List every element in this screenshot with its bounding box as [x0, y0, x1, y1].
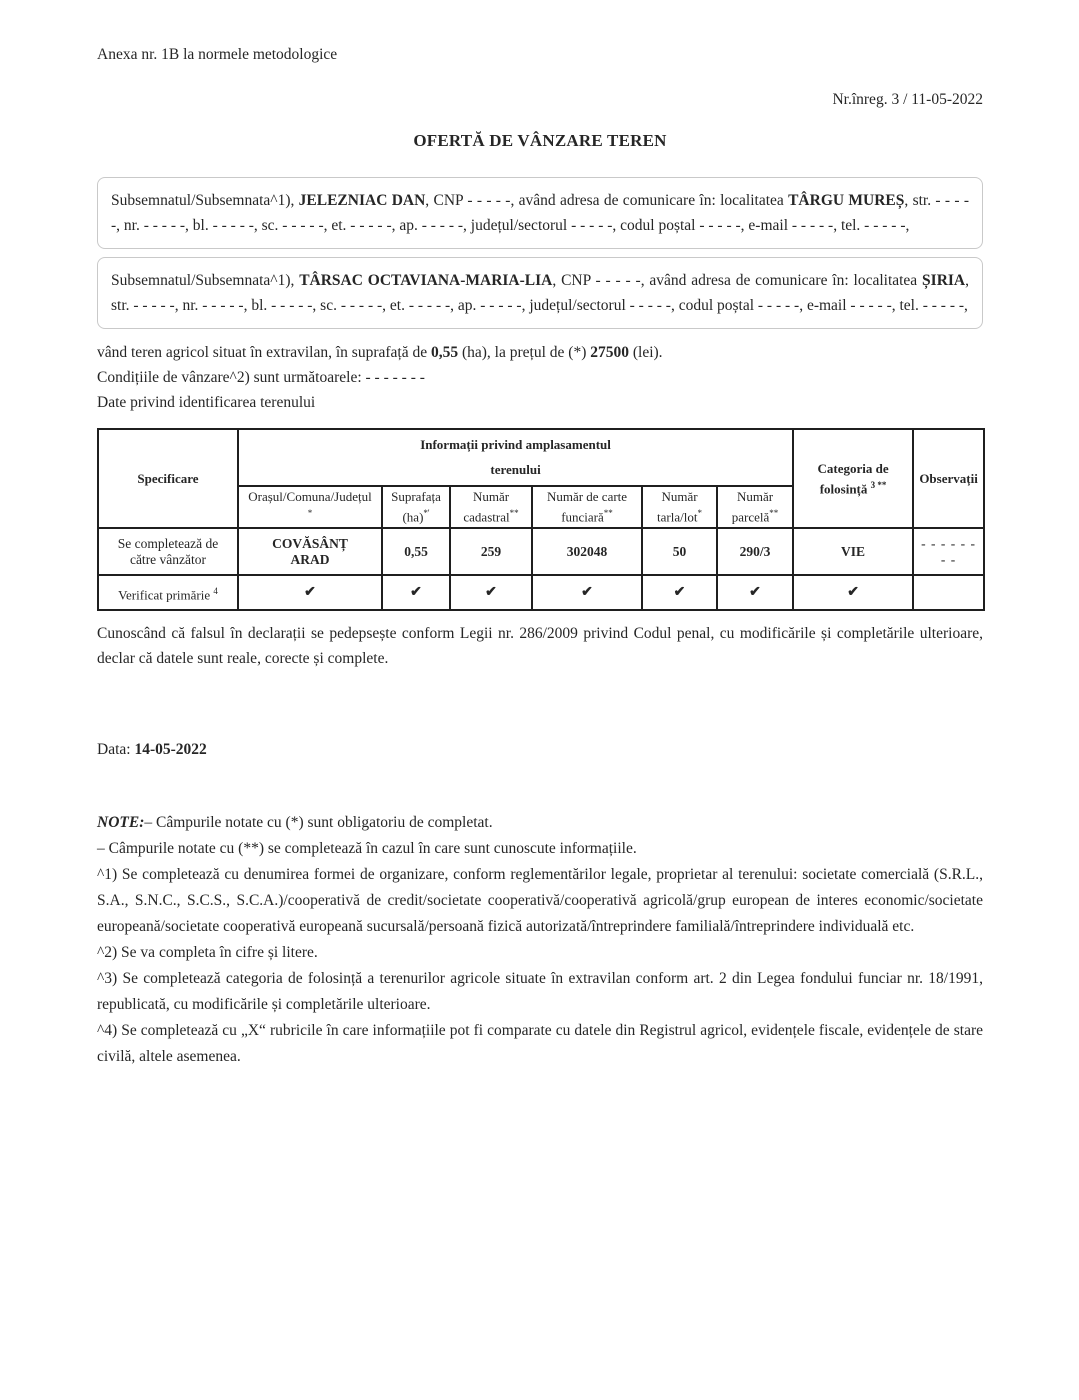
note-title: NOTE:	[97, 814, 145, 832]
sale-conditions: Condițiile de vânzare^2) sunt următoarel…	[97, 369, 425, 386]
col-header-parcela: Număr parcelă**	[715, 484, 795, 530]
col-header-oras-comuna-judet: Orașul/Comuna/Județul *	[237, 484, 383, 530]
checkmark-icon: ✔	[792, 574, 915, 612]
checkmark-icon: ✔	[531, 574, 643, 612]
land-identification-heading: Date privind identificarea terenului	[97, 394, 316, 411]
document-page: Anexa nr. 1B la normele metodologice Nr.…	[97, 46, 986, 1070]
annex-note: Anexa nr. 1B la normele metodologice	[97, 46, 338, 63]
verify-row: Verificat primărie 4 ✔ ✔ ✔ ✔ ✔ ✔ ✔	[97, 574, 986, 612]
cell-numar-cadastral: 259	[449, 527, 533, 577]
checkmark-icon: ✔	[381, 574, 451, 612]
cell-categoria: VIE	[792, 527, 915, 577]
col-header-tarla-lot: Număr tarla/lot*	[641, 484, 718, 530]
registration-number: Nr.înreg. 3 / 11-05-2022	[832, 91, 983, 108]
table-subheader-row: Orașul/Comuna/Județul * Suprafața (ha)*' N…	[98, 484, 984, 530]
table-header-row-group: Specificare Informații privind amplasame…	[97, 427, 986, 530]
col-header-suprafata: Suprafața (ha)*'	[381, 484, 451, 530]
col-header-amplasament-group: Informații privind amplasamentul terenul…	[236, 428, 795, 487]
note-2: ^2) Se va completa în cifre și litere.	[97, 944, 318, 962]
page-title: OFERTĂ DE VÂNZARE TEREN	[413, 131, 667, 150]
checkmark-icon: ✔	[715, 574, 795, 612]
checkmark-icon: ✔	[237, 574, 383, 612]
row-label-verificat-primarie: Verificat primărie 4	[97, 574, 239, 612]
date-line: Data: 14-05-2022	[97, 741, 207, 759]
seller2-box: Subsemnatul/Subsemnata^1), TÂRSAC OCTAVI…	[97, 257, 983, 329]
notes-section: NOTE:– Câmpurile notate cu (*) sunt obli…	[97, 810, 983, 1070]
group-title-line2: terenului	[490, 462, 541, 477]
cell-oras-comuna-judet: COVĂSÂNȚ ARAD	[237, 527, 383, 577]
col-header-specificare: Specificare	[97, 427, 239, 530]
checkmark-icon: ✔	[449, 574, 533, 612]
seller1-box: Subsemnatul/Subsemnata^1), JELEZNIAC DAN…	[97, 177, 983, 249]
col-header-numar-cadastral: Număr cadastral**	[449, 484, 533, 530]
cell-tarla-lot: 50	[641, 527, 718, 577]
sale-statement: vând teren agricol situat în extravilan,…	[97, 344, 663, 361]
note-3: ^3) Se completează categoria de folosinț…	[97, 970, 983, 1014]
land-identification-table: Specificare Informații privind amplasame…	[97, 427, 986, 612]
checkmark-icon: ✔	[641, 574, 718, 612]
seller-data-row: Se completează de către vânzător COVĂSÂN…	[97, 527, 986, 577]
cell-observatii-empty	[912, 574, 986, 612]
note-4: ^4) Se completează cu „X“ rubricile în c…	[97, 1022, 983, 1066]
col-header-carte-funciara: Număr de carte funciară**	[531, 484, 643, 530]
note-1: ^1) Se completează cu denumirea formei d…	[97, 866, 983, 936]
cell-observatii: - - - - - - - -	[912, 527, 986, 577]
cell-parcela: 290/3	[715, 527, 795, 577]
col-header-categoria: Categoria de folosință 3 **	[792, 427, 915, 530]
cell-carte-funciara: 302048	[531, 527, 643, 577]
note-line-optional: – Câmpurile notate cu (**) se completeaz…	[97, 840, 637, 858]
row-label-se-completeaza: Se completează de către vânzător	[97, 527, 239, 577]
declaration-paragraph: Cunoscând că falsul în declarații se ped…	[97, 625, 983, 668]
note-line-mandatory: NOTE:– Câmpurile notate cu (*) sunt obli…	[97, 814, 493, 832]
cell-suprafata: 0,55	[381, 527, 451, 577]
col-header-observatii: Observații	[912, 427, 986, 530]
group-title-line1: Informații privind amplasamentul	[420, 437, 611, 452]
